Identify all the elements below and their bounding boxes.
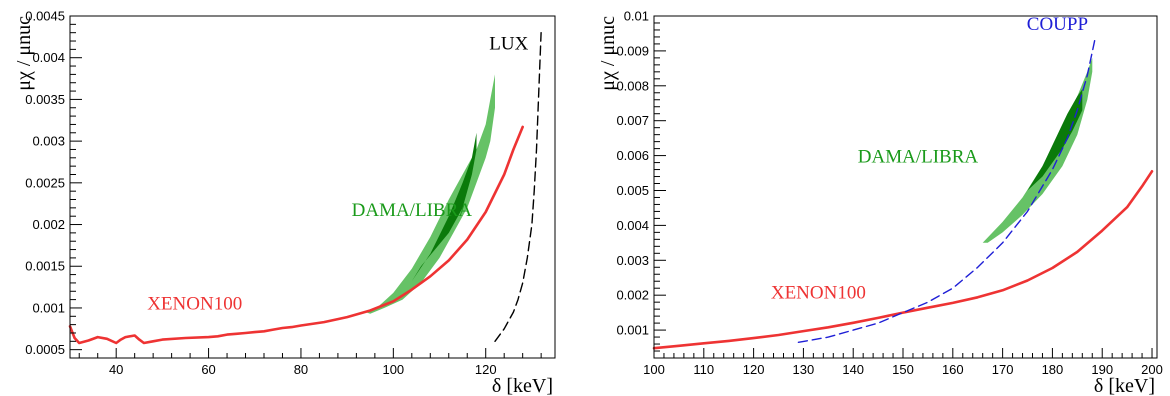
left-x-axis-label: δ [keV]: [492, 375, 553, 396]
left-y-tick-label: 0.0025: [25, 175, 65, 190]
right-y-tick-label: 0.005: [616, 183, 649, 198]
left-y-tick-label: 0.0005: [25, 342, 65, 357]
right-x-ticks: 100 110 120 130 140 150 160 170 180 190 200: [643, 348, 1163, 377]
right-x-tick-label: 100: [643, 362, 665, 377]
right-x-tick-label: 140: [842, 362, 864, 377]
right-xenon100-curve: [652, 170, 1154, 350]
left-y-tick-label: 0.001: [32, 300, 65, 315]
right-x-tick-label: 130: [793, 362, 815, 377]
right-y-tick-label: 0.008: [616, 78, 649, 93]
left-y-tick-label: 0.004: [32, 50, 65, 65]
left-x-tick-label: 120: [475, 362, 497, 377]
left-dama-libra-label: DAMA/LIBRA: [352, 200, 473, 221]
left-xenon100-curve: [68, 125, 524, 345]
right-coupp-curve: [797, 39, 1096, 343]
right-dama-outer-region: [982, 57, 1093, 243]
right-plot-frame: [653, 15, 1158, 359]
right-y-tick-label: 0.009: [616, 43, 649, 58]
right-y-tick-label: 0.002: [616, 288, 649, 303]
right-xenon100-label: XENON100: [771, 283, 866, 304]
left-x-tick-label: 60: [201, 362, 215, 377]
right-x-tick-label: 180: [1042, 362, 1064, 377]
right-x-tick-label: 190: [1091, 362, 1113, 377]
left-lux-label: LUX: [489, 33, 528, 54]
left-y-tick-label: 0.003: [32, 134, 65, 149]
left-y-ticks: 0.0005 0.001 0.0015 0.002 0.0025 0.003 0.0035 0…: [25, 9, 82, 359]
left-x-tick-label: 80: [294, 362, 308, 377]
right-y-tick-label: 0.007: [616, 113, 649, 128]
right-x-axis-label: δ [keV]: [1094, 375, 1155, 396]
left-regions: [365, 74, 495, 314]
left-series: [68, 32, 542, 345]
right-x-tick-label: 200: [1141, 362, 1163, 377]
right-y-tick-label: 0.001: [616, 323, 649, 338]
left-dama-outer-region: [365, 74, 495, 314]
right-x-tick-label: 160: [942, 362, 964, 377]
left-y-tick-label: 0.0045: [25, 9, 65, 24]
left-x-tick-label: 40: [109, 362, 123, 377]
left-x-ticks: 40 60 80 100 120: [78, 348, 542, 377]
right-x-tick-label: 150: [892, 362, 914, 377]
left-y-axis-label: μχ / μnuc: [13, 16, 35, 91]
right-panel: 100 110 120 130 140 150 160 170 180 190 200 0.0010…: [597, 9, 1163, 396]
left-y-tick-label: 0.0015: [25, 259, 65, 274]
right-y-ticks: 0.001 0.002 0.003 0.004 0.005 0.006 0.007 0.008…: [616, 9, 666, 359]
right-y-tick-label: 0.004: [616, 218, 649, 233]
left-xenon100-label: XENON100: [147, 294, 242, 315]
right-dama-libra-label: DAMA/LIBRA: [858, 147, 979, 168]
left-y-tick-label: 0.0035: [25, 92, 65, 107]
left-y-tick-label: 0.002: [32, 217, 65, 232]
right-coupp-label: COUPP: [1027, 14, 1088, 35]
left-panel: 40 60 80 100 120 0.0005 0.001 0.0015 0.002 0.002…: [13, 9, 556, 396]
right-dama-inner-region: [1027, 89, 1083, 191]
left-plot-frame: [69, 15, 556, 359]
left-x-tick-label: 100: [382, 362, 404, 377]
right-x-tick-label: 110: [693, 362, 714, 377]
left-lux-curve: [494, 32, 542, 342]
right-x-tick-label: 120: [743, 362, 765, 377]
right-series: [652, 39, 1154, 350]
right-y-tick-label: 0.01: [624, 9, 649, 24]
right-y-tick-label: 0.003: [616, 253, 649, 268]
right-regions: [982, 57, 1093, 243]
right-annotations: DAMA/LIBRA XENON100 COUPP: [771, 14, 1088, 304]
left-annotations: DAMA/LIBRA XENON100 LUX: [147, 33, 528, 314]
right-x-tick-label: 170: [992, 362, 1014, 377]
right-y-axis-label: μχ / μnuc: [597, 16, 619, 91]
right-y-tick-label: 0.006: [616, 148, 649, 163]
